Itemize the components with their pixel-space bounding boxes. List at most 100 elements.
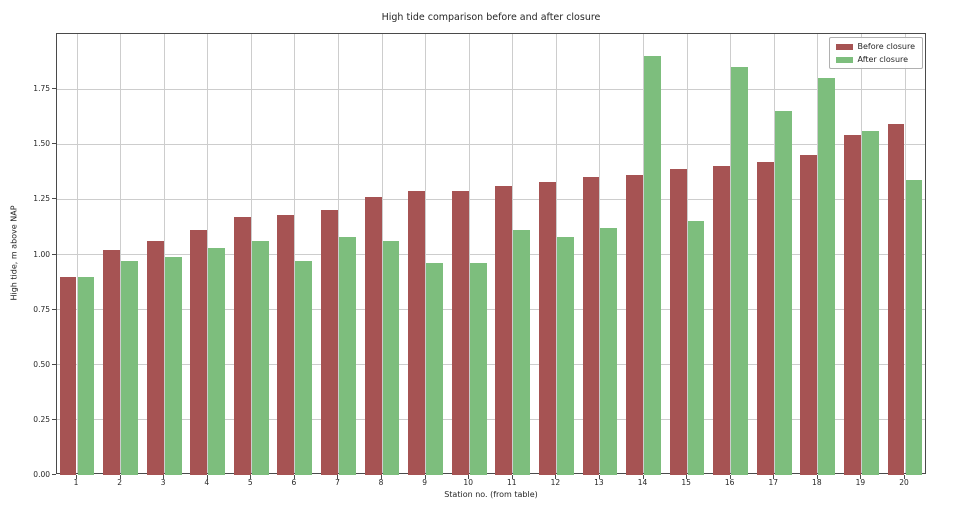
- y-gridline: [57, 254, 925, 255]
- y-tick-mark: [52, 88, 56, 90]
- x-gridline: [599, 34, 601, 473]
- x-tick-mark: [468, 475, 470, 479]
- y-tick-mark: [52, 253, 56, 255]
- x-tick-label: 12: [550, 478, 561, 487]
- x-tick-mark: [642, 475, 644, 479]
- x-tick-mark: [293, 475, 295, 479]
- y-tick-label: 1.75: [33, 84, 50, 94]
- legend-swatch-before-closure-icon: [835, 43, 853, 50]
- bar-before-station-6: [277, 214, 295, 475]
- x-tick-mark: [424, 475, 426, 479]
- y-tick-mark: [52, 474, 56, 475]
- y-gridline: [57, 198, 925, 200]
- bar-after-station-1: [77, 276, 95, 475]
- x-tick-label: 4: [204, 478, 210, 487]
- x-gridline: [512, 34, 514, 473]
- y-tick-label: 0.25: [33, 414, 50, 424]
- x-gridline: [686, 34, 688, 473]
- x-tick-label: 7: [335, 478, 340, 487]
- x-gridline: [250, 34, 252, 473]
- bar-after-station-8: [382, 241, 400, 475]
- x-gridline: [860, 34, 862, 473]
- bar-after-station-15: [687, 221, 705, 475]
- bar-after-station-17: [774, 111, 792, 475]
- x-gridline: [120, 34, 122, 473]
- bar-before-station-16: [713, 166, 731, 475]
- x-tick-mark: [773, 475, 775, 479]
- bar-after-station-5: [251, 241, 269, 475]
- x-tick-label: 1: [73, 478, 79, 487]
- y-gridline: [57, 419, 925, 421]
- x-gridline: [294, 34, 296, 473]
- y-tick-label: 1.50: [33, 139, 50, 149]
- y-tick-label: 0.75: [33, 304, 50, 314]
- x-tick-mark: [163, 475, 165, 479]
- x-tick-label: 2: [117, 478, 122, 487]
- y-gridline: [57, 88, 925, 90]
- x-tick-mark: [250, 475, 252, 479]
- bar-before-station-9: [408, 190, 426, 475]
- y-tick-label: 1.00: [33, 249, 50, 259]
- bar-after-station-9: [426, 263, 444, 475]
- legend-label-before-closure: Before closure: [857, 42, 916, 51]
- x-tick-label: 3: [160, 478, 166, 487]
- bar-before-station-3: [146, 241, 164, 475]
- bar-before-station-2: [103, 250, 121, 475]
- x-gridline: [468, 34, 470, 473]
- x-tick-label: 19: [855, 478, 866, 487]
- x-gridline: [904, 34, 906, 473]
- x-gridline: [337, 34, 339, 473]
- bar-after-station-2: [121, 261, 138, 475]
- x-tick-mark: [598, 475, 600, 479]
- plot-area: Before closure After closure: [56, 33, 926, 475]
- bar-before-station-17: [756, 161, 774, 475]
- x-gridline: [425, 34, 427, 473]
- x-tick-mark: [816, 475, 818, 479]
- bar-before-station-4: [190, 230, 208, 475]
- x-tick-mark: [119, 475, 121, 479]
- x-gridline: [76, 34, 78, 473]
- bar-after-station-10: [469, 263, 487, 475]
- x-tick-mark: [860, 475, 862, 479]
- x-tick-mark: [76, 475, 77, 479]
- x-tick-label: 11: [507, 478, 517, 487]
- y-tick-mark: [52, 308, 56, 310]
- legend-item-before-closure: Before closure: [835, 42, 916, 51]
- bar-after-station-12: [556, 236, 574, 475]
- y-tick-label: 1.25: [33, 194, 50, 204]
- x-gridline: [817, 34, 819, 473]
- legend-label-after-closure: After closure: [857, 55, 909, 64]
- y-tick-label: 0.50: [33, 359, 50, 369]
- bar-after-station-6: [295, 261, 313, 475]
- x-tick-label: 9: [422, 478, 428, 487]
- y-tick-mark: [52, 363, 56, 365]
- x-tick-label: 16: [724, 478, 735, 487]
- x-tick-mark: [511, 475, 513, 479]
- legend-item-after-closure: After closure: [835, 55, 916, 64]
- x-gridline: [643, 34, 645, 473]
- bar-before-station-18: [800, 155, 818, 475]
- bar-after-station-13: [600, 228, 618, 475]
- x-tick-mark: [381, 475, 383, 479]
- bar-before-station-7: [321, 210, 338, 475]
- bar-after-station-14: [644, 56, 661, 475]
- bar-after-station-7: [338, 236, 356, 475]
- bar-after-station-3: [164, 256, 182, 475]
- x-tick-mark: [904, 475, 905, 479]
- x-tick-label: 20: [899, 478, 909, 487]
- x-tick-mark: [206, 475, 208, 479]
- bar-after-station-11: [513, 230, 531, 475]
- bar-before-station-1: [59, 276, 77, 475]
- bar-before-station-5: [233, 217, 251, 475]
- x-tick-label: 8: [378, 478, 384, 487]
- x-tick-label: 13: [594, 478, 604, 487]
- bar-before-station-15: [669, 168, 687, 475]
- x-tick-label: 17: [768, 478, 779, 487]
- bar-after-station-16: [731, 67, 749, 475]
- x-axis-label: Station no. (from table): [444, 490, 538, 499]
- x-tick-mark: [337, 475, 339, 479]
- x-tick-label: 5: [247, 478, 253, 487]
- x-gridline: [730, 34, 732, 473]
- chart-title: High tide comparison before and after cl…: [381, 12, 601, 23]
